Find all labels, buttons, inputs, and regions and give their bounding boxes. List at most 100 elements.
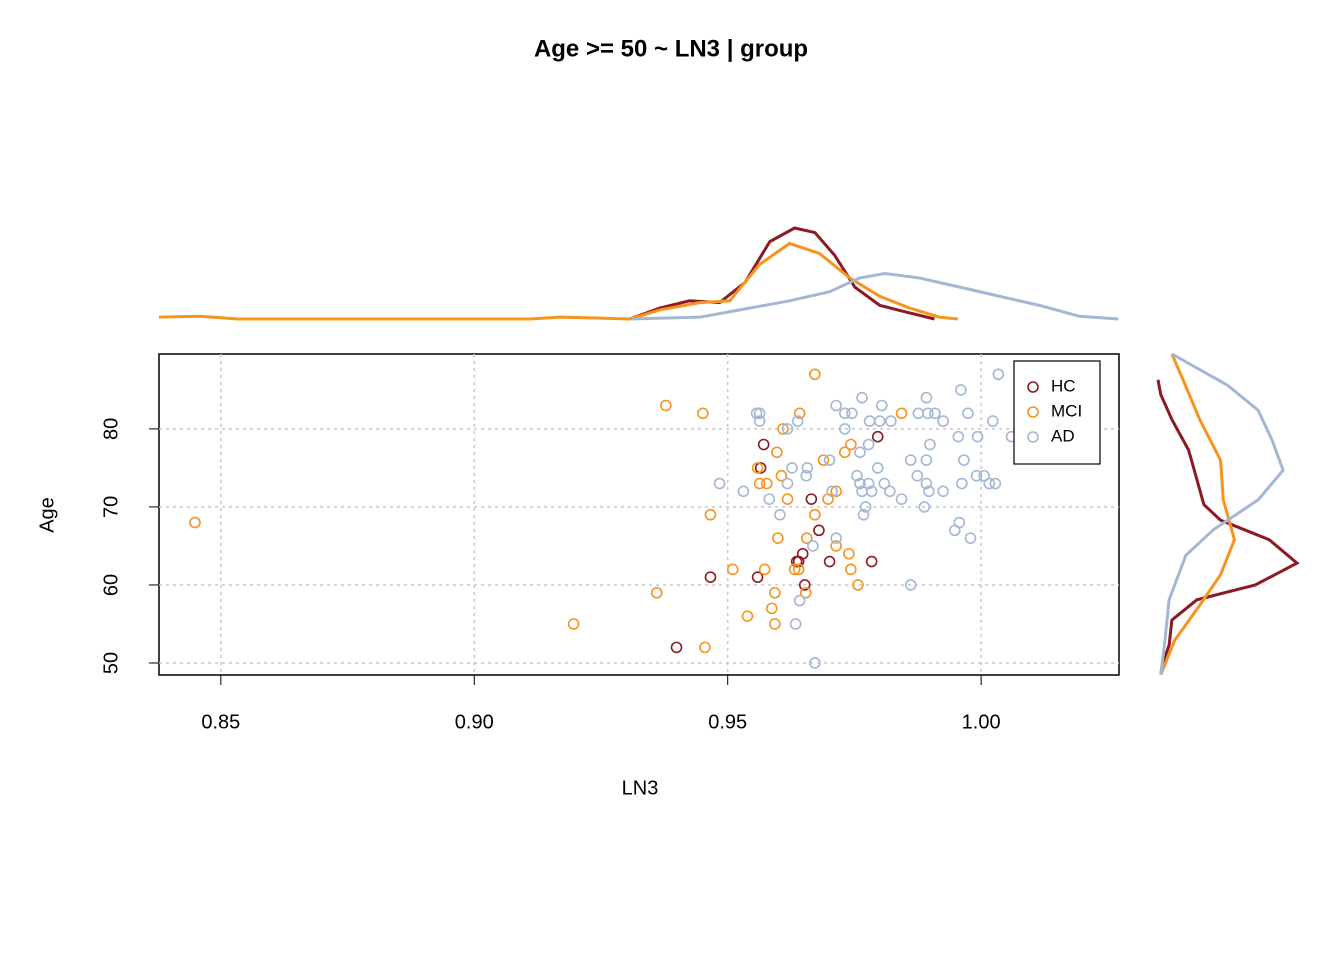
point bbox=[845, 438, 857, 451]
point bbox=[757, 438, 770, 451]
density-line bbox=[629, 226, 935, 321]
x-tick-label: 0.95 bbox=[708, 711, 747, 733]
point bbox=[871, 462, 884, 474]
x-axis-label: LN3 bbox=[622, 777, 659, 799]
point bbox=[830, 532, 842, 544]
point bbox=[937, 415, 949, 427]
y-axis-label: Age bbox=[36, 497, 58, 533]
point bbox=[826, 485, 838, 498]
point bbox=[989, 477, 1002, 490]
point bbox=[830, 485, 842, 498]
point bbox=[862, 438, 875, 451]
point bbox=[845, 563, 857, 576]
x-tick-label: 1.00 bbox=[962, 711, 1001, 733]
point bbox=[823, 454, 836, 466]
point bbox=[838, 407, 851, 420]
point bbox=[885, 415, 897, 427]
point bbox=[884, 485, 896, 498]
point bbox=[838, 423, 851, 435]
point bbox=[895, 407, 908, 420]
y-tick-label: 80 bbox=[100, 418, 122, 440]
point bbox=[786, 462, 798, 474]
point bbox=[964, 532, 977, 544]
point bbox=[817, 454, 830, 466]
point bbox=[774, 508, 786, 521]
point bbox=[799, 586, 812, 599]
legend-label: AD bbox=[1051, 426, 1075, 445]
point bbox=[753, 407, 766, 420]
point bbox=[800, 469, 813, 482]
plot-frame bbox=[158, 353, 1120, 676]
point bbox=[809, 508, 821, 521]
point bbox=[952, 430, 965, 443]
x-tick-label: 0.90 bbox=[455, 711, 494, 733]
point bbox=[751, 571, 764, 583]
point bbox=[857, 508, 870, 521]
legend-marker bbox=[1027, 431, 1039, 443]
y-tick-label: 50 bbox=[100, 652, 122, 674]
chart-title: Age >= 50 ~ LN3 | group bbox=[534, 35, 808, 62]
point bbox=[793, 594, 806, 607]
point bbox=[859, 501, 872, 513]
y-tick-label: 70 bbox=[100, 496, 122, 518]
point bbox=[805, 493, 818, 505]
point bbox=[958, 454, 970, 466]
point bbox=[953, 516, 966, 529]
point bbox=[895, 493, 908, 505]
point bbox=[873, 415, 886, 427]
point bbox=[862, 477, 875, 490]
point bbox=[875, 399, 888, 412]
point bbox=[765, 602, 778, 615]
point bbox=[758, 563, 771, 576]
point bbox=[920, 391, 933, 404]
legend-label: MCI bbox=[1051, 401, 1082, 420]
point bbox=[854, 446, 866, 459]
point bbox=[992, 368, 1005, 381]
point bbox=[912, 407, 925, 420]
point bbox=[871, 430, 884, 443]
point bbox=[937, 485, 949, 498]
point bbox=[970, 469, 983, 482]
point bbox=[878, 477, 891, 490]
point bbox=[650, 586, 663, 599]
point bbox=[713, 477, 726, 490]
point bbox=[846, 407, 858, 420]
point bbox=[809, 657, 821, 669]
point bbox=[791, 415, 804, 427]
point bbox=[807, 540, 819, 552]
point bbox=[704, 571, 717, 583]
point bbox=[911, 469, 924, 482]
point bbox=[922, 407, 934, 420]
point bbox=[792, 563, 805, 576]
point bbox=[854, 477, 866, 490]
point bbox=[790, 555, 803, 568]
point bbox=[781, 493, 794, 505]
point bbox=[751, 462, 764, 474]
point bbox=[929, 407, 941, 420]
point bbox=[920, 454, 933, 466]
point bbox=[838, 446, 851, 459]
point bbox=[771, 446, 783, 459]
point bbox=[670, 641, 683, 654]
point bbox=[189, 516, 201, 529]
point bbox=[754, 462, 767, 474]
point bbox=[793, 407, 806, 420]
point bbox=[955, 384, 967, 396]
point bbox=[856, 391, 868, 404]
point bbox=[753, 415, 766, 427]
density-line bbox=[1159, 352, 1285, 675]
point bbox=[843, 547, 855, 560]
point bbox=[924, 438, 936, 451]
point bbox=[971, 430, 984, 443]
density-line bbox=[631, 271, 1119, 321]
point bbox=[775, 469, 788, 482]
point bbox=[962, 407, 974, 420]
point bbox=[769, 618, 781, 630]
point bbox=[772, 532, 784, 544]
point bbox=[726, 563, 739, 576]
point bbox=[809, 368, 821, 381]
point bbox=[781, 423, 794, 435]
point bbox=[904, 454, 917, 466]
point bbox=[920, 477, 933, 490]
